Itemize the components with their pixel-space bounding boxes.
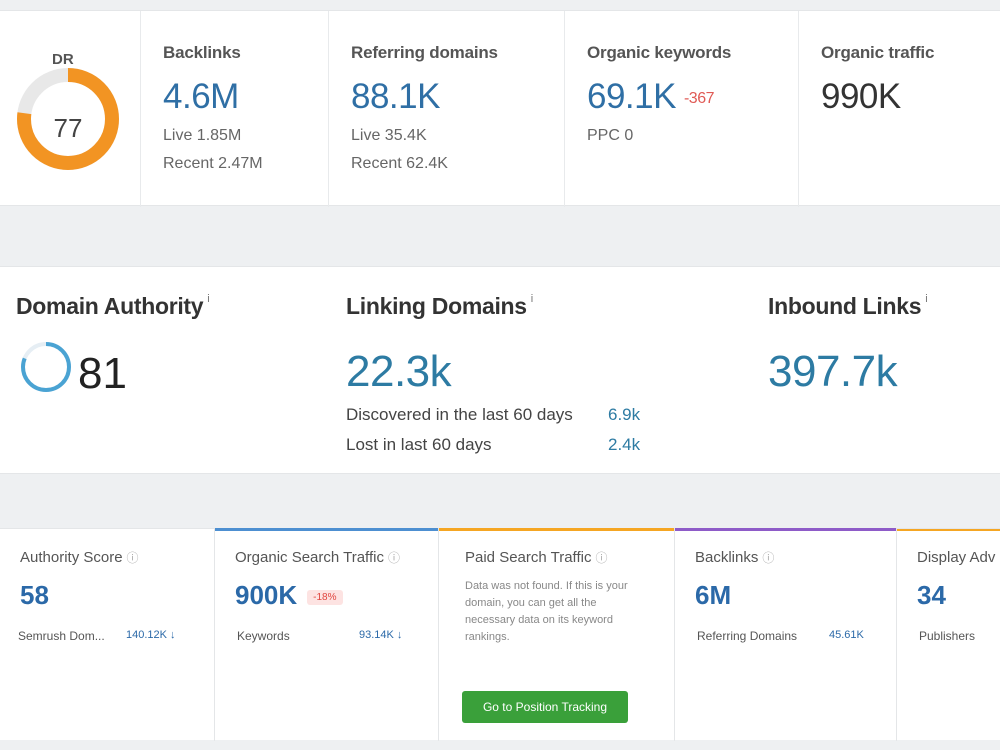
backlinks-card-value[interactable]: 6M (695, 580, 732, 610)
organic-keywords-ppc[interactable]: PPC 0 (587, 127, 634, 144)
backlinks-column: Backlinks 4.6M Live 1.85M Recent 2.47M (140, 11, 328, 207)
paid-search-traffic-title-text: Paid Search Traffic (465, 549, 592, 566)
backlinks-card: Backlinks ⓘ 6M Referring Domains 45.61K (674, 528, 896, 741)
paid-search-traffic-info-icon[interactable]: ⓘ (595, 551, 608, 565)
paid-search-traffic-card: Paid Search Traffic ⓘ Data was not found.… (438, 528, 674, 741)
inbound-links-value: 397.7k (768, 347, 898, 396)
organic-keywords-delta: -367 (683, 89, 715, 107)
authority-score-card: Authority Score ⓘ 58 Semrush Dom... 140.1… (0, 529, 214, 741)
inbound-links-heading: Inbound Links i (768, 293, 928, 320)
dr-ring-arc (17, 68, 119, 170)
discovered-label: Discovered in the last 60 days (346, 405, 573, 424)
authority-score-row-value[interactable]: 140.12K ↓ (126, 629, 176, 641)
authority-score-value[interactable]: 58 (20, 580, 49, 610)
domain-authority-label: Domain Authority (16, 293, 204, 319)
moz-overview-panel: Domain Authority i 81 Linking Domains i 22… (0, 266, 1000, 474)
backlinks-topbar (675, 528, 896, 531)
keywords-value[interactable]: 93.14K ↓ (359, 629, 403, 641)
linking-domains-heading: Linking Domains i (346, 293, 533, 320)
dr-label: DR (52, 51, 74, 68)
organic-traffic-label[interactable]: Organic traffic (821, 43, 935, 62)
domain-authority-ring (21, 342, 71, 392)
organic-search-traffic-row: 900K -18% (235, 580, 438, 611)
dr-column: DR 77 (0, 11, 140, 207)
backlinks-info-icon[interactable]: ⓘ (762, 551, 775, 565)
organic-traffic-column: Organic traffic 990K (798, 11, 1000, 207)
display-advertising-value[interactable]: 34 (917, 580, 946, 610)
referring-domains-label: Referring Domains (697, 629, 798, 643)
organic-search-traffic-card: Organic Search Traffic ⓘ 900K -18% Keyword… (214, 528, 438, 741)
authority-score-title-text: Authority Score (20, 549, 123, 566)
backlinks-value[interactable]: 4.6M (163, 77, 239, 116)
inbound-links-info-icon[interactable]: i (925, 293, 928, 305)
domain-authority-value: 81 (78, 349, 127, 398)
ahrefs-overview-panel: DR 77 Backlinks 4.6M Live 1.85M Recent 2… (0, 10, 1000, 207)
organic-search-traffic-badge: -18% (307, 589, 343, 605)
backlinks-label[interactable]: Backlinks (163, 43, 241, 62)
organic-keywords-value[interactable]: 69.1K (587, 77, 676, 116)
inbound-links-label: Inbound Links (768, 293, 922, 319)
domain-rating-widget: DR 77 (16, 51, 120, 170)
backlinks-card-title-text: Backlinks (695, 549, 759, 566)
authority-score-info-icon[interactable]: ⓘ (126, 551, 139, 565)
referring-domains-value[interactable]: 88.1K (351, 77, 440, 116)
backlinks-recent[interactable]: Recent 2.47M (163, 155, 263, 172)
organic-traffic-value[interactable]: 990K (821, 77, 901, 116)
lost-label: Lost in last 60 days (346, 435, 492, 454)
referring-domains-live[interactable]: Live 35.4K (351, 127, 427, 144)
dr-value: 77 (53, 113, 83, 143)
linking-domains-info-icon[interactable]: i (530, 293, 533, 305)
organic-search-traffic-topbar (215, 528, 438, 531)
domain-authority-ring-arc (21, 342, 71, 392)
paid-search-traffic-title[interactable]: Paid Search Traffic ⓘ (459, 549, 674, 566)
dr-ring (17, 68, 119, 170)
semrush-overview-panel: Authority Score ⓘ 58 Semrush Dom... 140.1… (0, 528, 1000, 741)
organic-keywords-column: Organic keywords 69.1K -367 PPC 0 (564, 11, 798, 207)
paid-search-traffic-message: Data was not found. If this is your doma… (465, 580, 628, 643)
organic-search-traffic-value[interactable]: 900K (235, 580, 298, 610)
paid-search-traffic-topbar (439, 528, 674, 531)
authority-score-row-label: Semrush Dom... (18, 629, 105, 643)
organic-search-traffic-info-icon[interactable]: ⓘ (387, 551, 400, 565)
referring-domains-value[interactable]: 45.61K (829, 629, 864, 641)
domain-authority-info-icon[interactable]: i (207, 293, 210, 305)
referring-domains-recent[interactable]: Recent 62.4K (351, 155, 448, 172)
linking-domains-value: 22.3k (346, 347, 452, 396)
referring-domains-label[interactable]: Referring domains (351, 43, 498, 62)
linking-domains-label: Linking Domains (346, 293, 527, 319)
display-advertising-title[interactable]: Display Adv (917, 549, 996, 566)
lost-value[interactable]: 2.4k (608, 435, 641, 454)
display-advertising-topbar (897, 529, 1000, 531)
domain-authority-heading: Domain Authority i (16, 293, 210, 320)
keywords-label: Keywords (237, 629, 290, 643)
backlinks-card-title[interactable]: Backlinks ⓘ (695, 549, 896, 566)
backlinks-live[interactable]: Live 1.85M (163, 127, 242, 144)
publishers-label: Publishers (919, 629, 976, 643)
display-advertising-card: Display Adv 34 Publishers (896, 529, 1000, 741)
organic-keywords-label[interactable]: Organic keywords (587, 43, 732, 62)
organic-search-traffic-title-text: Organic Search Traffic (235, 549, 384, 566)
authority-score-title[interactable]: Authority Score ⓘ (20, 549, 214, 566)
go-to-position-tracking-button[interactable]: Go to Position Tracking (462, 691, 628, 723)
referring-domains-column: Referring domains 88.1K Live 35.4K Recen… (328, 11, 564, 207)
organic-search-traffic-title[interactable]: Organic Search Traffic ⓘ (235, 549, 438, 566)
discovered-value[interactable]: 6.9k (608, 405, 641, 424)
organic-keywords-row: 69.1K -367 (587, 77, 798, 117)
